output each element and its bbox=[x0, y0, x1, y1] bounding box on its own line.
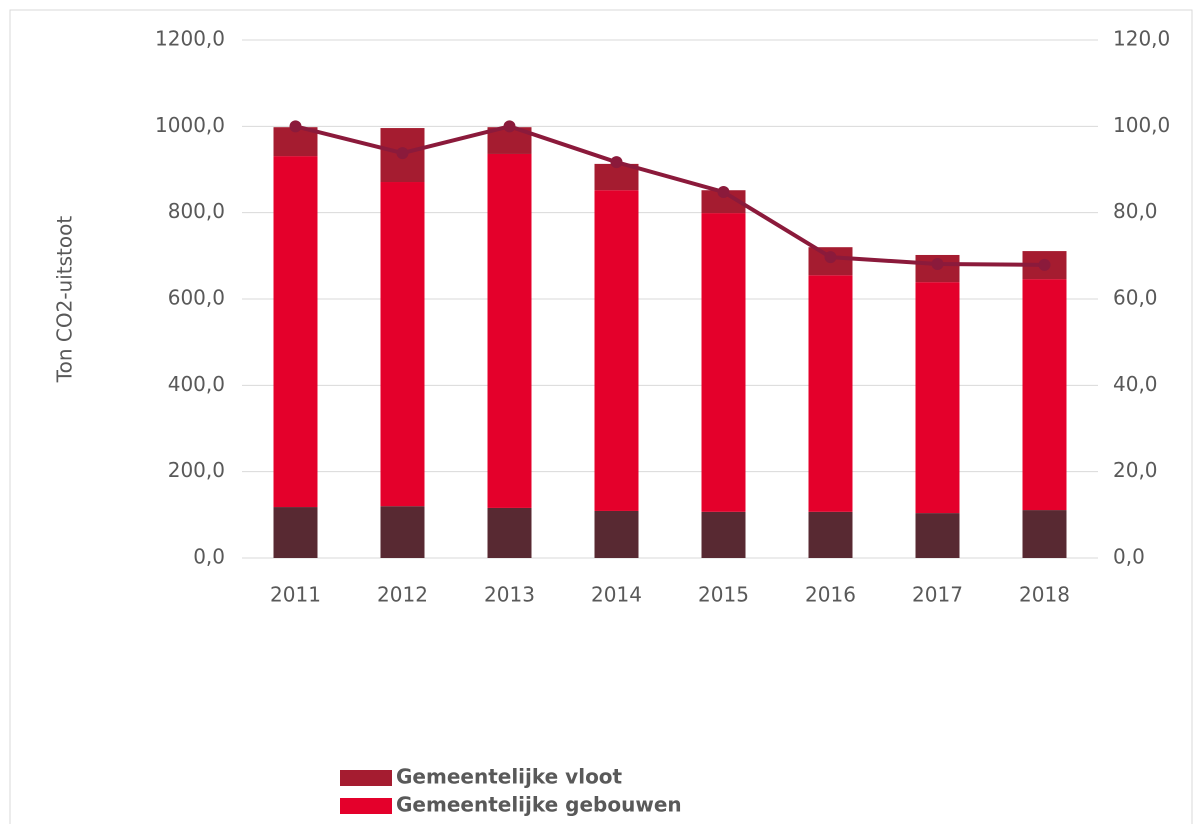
line-point bbox=[289, 120, 302, 133]
x-tick-label: 2014 bbox=[591, 583, 642, 607]
y-tick-label: 1200,0 bbox=[155, 27, 225, 51]
line-point bbox=[717, 185, 730, 198]
x-tick-label: 2015 bbox=[698, 583, 749, 607]
bar-segment bbox=[701, 213, 746, 512]
bar-segment bbox=[808, 511, 853, 558]
bar-segment bbox=[594, 510, 639, 558]
bar-segment bbox=[915, 513, 960, 558]
bar-segment bbox=[273, 156, 318, 508]
legend-label: Gemeentelijke gebouwen bbox=[396, 793, 682, 817]
bar-segment bbox=[701, 190, 746, 214]
y2-tick-label: 0,0 bbox=[1113, 545, 1145, 569]
legend-label: Gemeentelijke vloot bbox=[396, 765, 623, 789]
x-tick-label: 2013 bbox=[484, 583, 535, 607]
bar-segment bbox=[701, 511, 746, 558]
x-tick-label: 2017 bbox=[912, 583, 963, 607]
y2-tick-label: 80,0 bbox=[1113, 199, 1158, 223]
line-point bbox=[824, 251, 837, 264]
y2-tick-label: 40,0 bbox=[1113, 372, 1158, 396]
x-tick-label: 2016 bbox=[805, 583, 856, 607]
x-tick-label: 2011 bbox=[270, 583, 321, 607]
x-tick-label: 2012 bbox=[377, 583, 428, 607]
bar-segment bbox=[1022, 279, 1067, 511]
legend-swatch bbox=[340, 770, 392, 786]
bar-segment bbox=[487, 153, 532, 508]
y-tick-label: 800,0 bbox=[168, 199, 225, 223]
y-tick-label: 0,0 bbox=[193, 545, 225, 569]
line-point bbox=[1038, 258, 1051, 271]
y-tick-label: 600,0 bbox=[168, 286, 225, 310]
bar-segment bbox=[808, 275, 853, 512]
line-point bbox=[931, 258, 944, 271]
bar-segment bbox=[487, 507, 532, 558]
bar-segment bbox=[594, 190, 639, 511]
y-tick-label: 400,0 bbox=[168, 372, 225, 396]
bar-segment bbox=[380, 182, 425, 507]
y2-tick-label: 120,0 bbox=[1113, 27, 1170, 51]
bar-segment bbox=[380, 506, 425, 558]
legend-swatch bbox=[340, 798, 392, 814]
x-tick-label: 2018 bbox=[1019, 583, 1070, 607]
line-point bbox=[610, 156, 623, 169]
y-axis-title: Ton CO2-uitstoot bbox=[53, 216, 77, 384]
y2-tick-label: 60,0 bbox=[1113, 286, 1158, 310]
y-tick-label: 1000,0 bbox=[155, 113, 225, 137]
y-tick-label: 200,0 bbox=[168, 458, 225, 482]
bar-segment bbox=[273, 507, 318, 558]
line-point bbox=[396, 147, 409, 160]
y2-tick-label: 100,0 bbox=[1113, 113, 1170, 137]
bar-segment bbox=[1022, 510, 1067, 558]
line bbox=[295, 124, 1045, 267]
y2-tick-label: 20,0 bbox=[1113, 458, 1158, 482]
line-point bbox=[503, 120, 516, 133]
bar-segment bbox=[915, 282, 960, 514]
